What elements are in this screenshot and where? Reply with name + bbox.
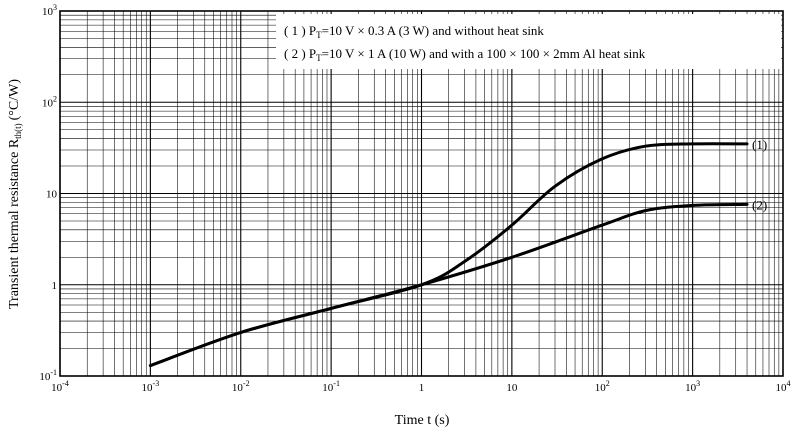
legend-line-2: ( 2 ) PT=10 V × 1 A (10 W) and with a 10… <box>284 46 646 63</box>
series-1-label: (1) <box>752 137 767 152</box>
y-tick-label: 103 <box>42 3 57 18</box>
x-tick-base: 10 <box>506 382 518 394</box>
legend-1-subscript: T <box>316 30 322 40</box>
legend-2-rest: =10 V × 1 A (10 W) and with a 100 × 100 … <box>322 46 646 61</box>
x-tick-base: 10 <box>595 382 607 394</box>
y-tick-base: 1 <box>52 280 58 292</box>
x-tick-base: 10 <box>322 382 334 394</box>
series-2-line <box>148 202 749 368</box>
x-tick-base: 10 <box>776 382 788 394</box>
legend-1-rest: =10 V × 0.3 A (3 W) and without heat sin… <box>322 23 545 38</box>
legend-background <box>276 14 781 69</box>
y-axis-label: Transient thermal resistance Rth(t) (°C/W… <box>7 79 23 309</box>
series-layer: (1) (2) <box>148 137 767 368</box>
y-tick-exponent: -1 <box>50 368 57 377</box>
x-tick-exponent: -1 <box>333 379 340 388</box>
y-tick-label: 10 <box>46 189 58 201</box>
plot-frame <box>59 10 784 377</box>
legend-2-prefix: ( 2 ) P <box>284 46 316 61</box>
x-tick-label: 103 <box>685 379 700 394</box>
y-tick-exponent: 3 <box>53 3 57 12</box>
y-tick-label: 10-1 <box>39 368 57 383</box>
x-tick-label: 104 <box>776 379 791 394</box>
x-tick-label: 1 <box>419 382 425 394</box>
legend-1-prefix: ( 1 ) P <box>284 23 316 38</box>
y-tick-exponent: 2 <box>53 94 57 103</box>
y-axis-label-subscript: th(t) <box>13 123 23 139</box>
x-tick-labels: 10-4 10-3 10-2 10-1 1 10 102 103 104 <box>51 379 790 394</box>
x-axis-label: Time t (s) <box>395 413 450 428</box>
legend-box: ( 1 ) PT=10 V × 0.3 A (3 W) and without … <box>276 14 781 69</box>
y-tick-base: 10 <box>42 97 54 109</box>
x-tick-base: 1 <box>419 382 425 394</box>
x-tick-exponent: 3 <box>696 379 700 388</box>
legend-2-subscript: T <box>316 53 322 63</box>
x-tick-base: 10 <box>51 382 63 394</box>
x-tick-label: 10-2 <box>232 379 250 394</box>
series-2-label: (2) <box>752 197 767 212</box>
x-tick-label: 10-4 <box>51 379 69 394</box>
y-tick-base: 10 <box>39 371 51 383</box>
x-tick-exponent: 2 <box>606 379 610 388</box>
x-tick-label: 10-1 <box>322 379 340 394</box>
x-tick-exponent: -3 <box>153 379 160 388</box>
legend-line-1: ( 1 ) PT=10 V × 0.3 A (3 W) and without … <box>284 23 544 40</box>
x-tick-label: 102 <box>595 379 610 394</box>
x-tick-base: 10 <box>232 382 244 394</box>
x-tick-label: 10-3 <box>142 379 160 394</box>
x-tick-base: 10 <box>685 382 697 394</box>
y-tick-label: 1 <box>52 280 58 292</box>
x-tick-exponent: -4 <box>62 379 69 388</box>
x-tick-base: 10 <box>142 382 154 394</box>
x-tick-exponent: -2 <box>243 379 250 388</box>
y-axis-label-main: Transient thermal resistance R <box>7 138 22 309</box>
y-tick-label: 102 <box>42 94 57 109</box>
x-tick-label: 10 <box>506 382 518 394</box>
y-tick-base: 10 <box>42 6 54 18</box>
y-tick-base: 10 <box>46 189 58 201</box>
x-tick-exponent: 4 <box>787 379 791 388</box>
y-axis-label-unit: (°C/W) <box>7 79 22 121</box>
